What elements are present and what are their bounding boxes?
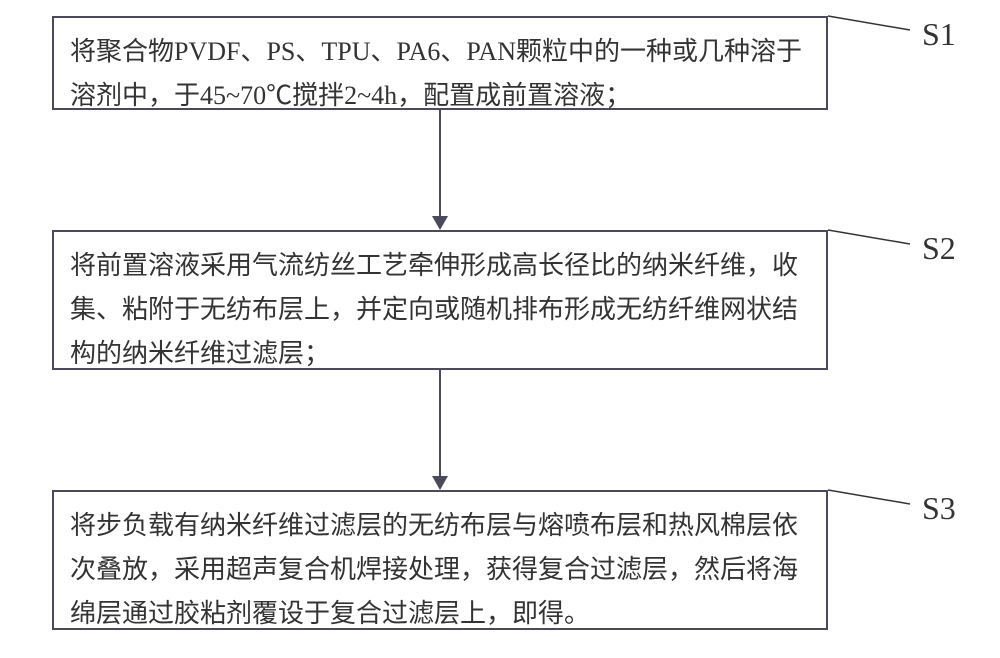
- step-box-s3: 将步负载有纳米纤维过滤层的无纺布层与熔喷布层和热风棉层依次叠放，采用超声复合机焊…: [52, 490, 828, 630]
- step-label-s1: S1: [922, 16, 956, 53]
- arrow-s1-s2: [432, 216, 448, 230]
- connector-s2-s3: [439, 370, 441, 476]
- flowchart-container: 将聚合物PVDF、PS、TPU、PA6、PAN颗粒中的一种或几种溶于溶剂中，于4…: [0, 0, 1000, 658]
- step-label-s2: S2: [922, 230, 956, 267]
- connector-s1-s2: [439, 110, 441, 216]
- step-text-s1: 将聚合物PVDF、PS、TPU、PA6、PAN颗粒中的一种或几种溶于溶剂中，于4…: [70, 37, 802, 110]
- leader-line-s2: [828, 224, 918, 254]
- step-text-s3: 将步负载有纳米纤维过滤层的无纺布层与熔喷布层和热风棉层依次叠放，采用超声复合机焊…: [70, 511, 798, 628]
- leader-line-s1: [828, 10, 918, 40]
- step-box-s1: 将聚合物PVDF、PS、TPU、PA6、PAN颗粒中的一种或几种溶于溶剂中，于4…: [52, 16, 828, 110]
- step-text-s2: 将前置溶液采用气流纺丝工艺牵伸形成高长径比的纳米纤维，收集、粘附于无纺布层上，并…: [70, 251, 798, 368]
- step-box-s2: 将前置溶液采用气流纺丝工艺牵伸形成高长径比的纳米纤维，收集、粘附于无纺布层上，并…: [52, 230, 828, 370]
- arrow-s2-s3: [432, 476, 448, 490]
- step-label-s3: S3: [922, 490, 956, 527]
- leader-line-s3: [828, 484, 918, 514]
